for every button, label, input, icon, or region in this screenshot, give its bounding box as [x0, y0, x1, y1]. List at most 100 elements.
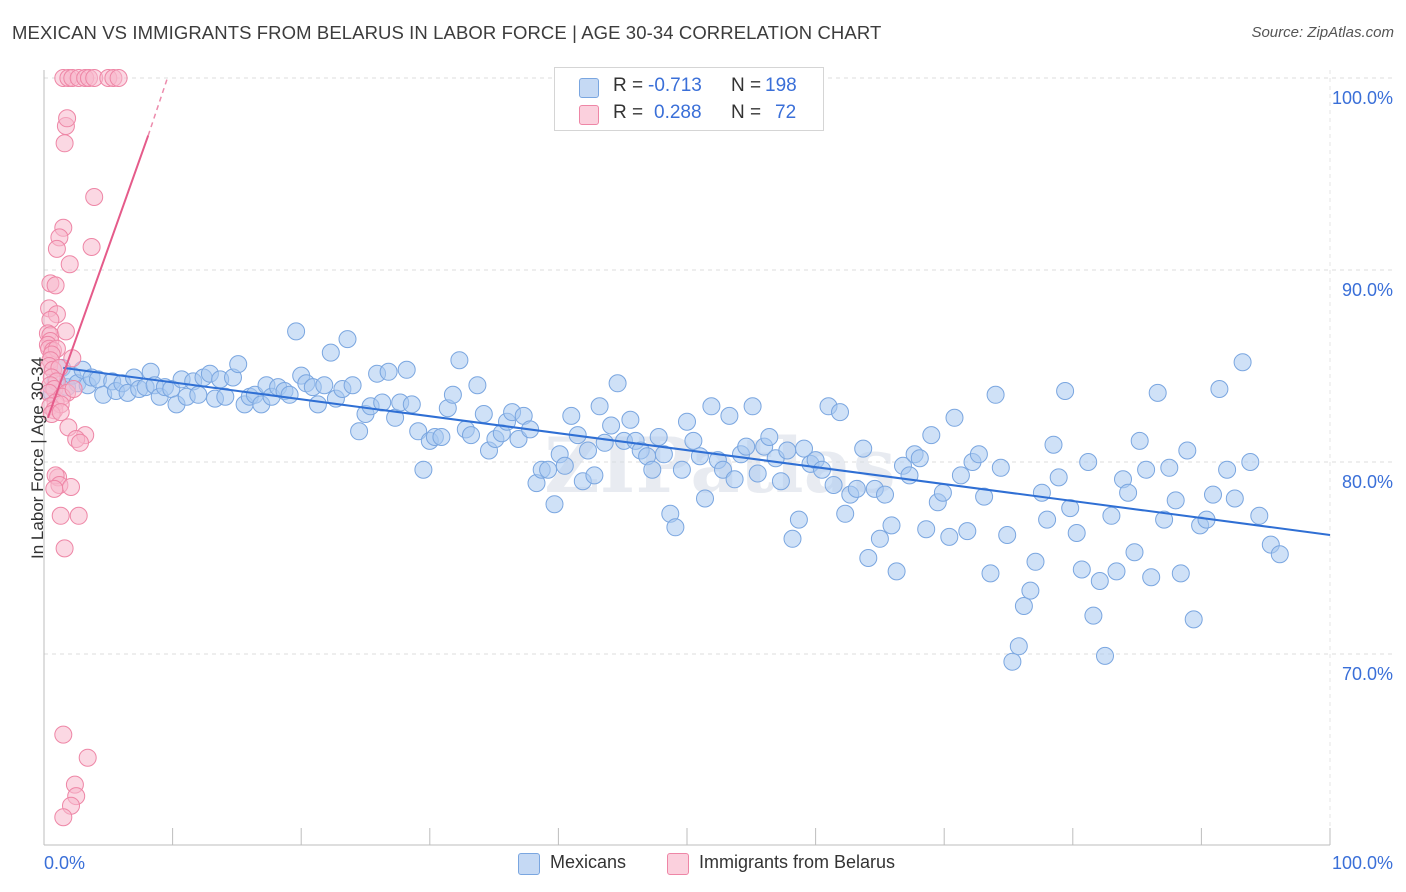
point-mexicans [1003, 652, 1022, 671]
point-mexicans [945, 408, 964, 427]
point-mexicans [998, 526, 1017, 544]
y-axis-label: In Labor Force | Age 30-34 [28, 357, 47, 559]
legend-label: Mexicans [550, 852, 627, 872]
point-belarus [55, 134, 74, 153]
point-mexicans [975, 487, 994, 506]
trendline-mexicans [63, 366, 1331, 536]
point-mexicans [414, 460, 433, 479]
point-mexicans [1137, 460, 1156, 479]
stats-n-value: 72 [775, 102, 797, 123]
point-belarus [82, 238, 101, 256]
point-mexicans [969, 445, 988, 464]
point-mexicans [1119, 483, 1138, 502]
point-mexicans [789, 510, 808, 529]
stats-r-label: R = [613, 75, 644, 96]
point-mexicans [783, 529, 802, 548]
point-mexicans [1171, 564, 1190, 583]
legend-swatch-belarus [667, 853, 689, 875]
point-belarus [55, 539, 74, 558]
point-mexicans [836, 504, 855, 523]
point-mexicans [870, 529, 889, 548]
point-mexicans [308, 395, 327, 414]
point-mexicans [859, 549, 878, 567]
point-mexicans [1026, 552, 1045, 571]
point-mexicans [831, 403, 849, 422]
point-mexicans [468, 376, 487, 395]
point-mexicans [824, 476, 843, 494]
point-belarus [62, 478, 80, 496]
point-mexicans [933, 483, 952, 502]
point-mexicans [1178, 441, 1197, 460]
point-mexicans [1148, 383, 1167, 402]
point-mexicans [1009, 637, 1028, 656]
point-mexicans [1049, 468, 1068, 487]
point-mexicans [672, 460, 691, 479]
point-mexicans [585, 466, 604, 485]
point-belarus [46, 276, 65, 295]
point-mexicans [287, 322, 306, 341]
x-tick-label-max: 100.0% [1332, 853, 1393, 873]
point-mexicans [1166, 491, 1185, 510]
point-mexicans [910, 449, 929, 468]
trendline-belarus-extension [147, 77, 169, 136]
source-credit: Source: ZipAtlas.com [1251, 24, 1394, 41]
point-mexicans [958, 522, 977, 541]
chart-title: MEXICAN VS IMMIGRANTS FROM BELARUS IN LA… [12, 22, 882, 43]
point-mexicans [847, 479, 866, 498]
point-mexicans [562, 406, 581, 425]
point-mexicans [951, 466, 970, 485]
point-belarus [85, 188, 104, 206]
point-mexicans [343, 376, 362, 395]
stats-r-value: -0.713 [648, 75, 702, 96]
point-mexicans [1079, 453, 1098, 471]
point-mexicans [986, 385, 1005, 404]
point-belarus [51, 506, 70, 525]
point-belarus [56, 322, 75, 341]
point-belarus [51, 403, 70, 422]
point-mexicans [350, 422, 369, 441]
point-mexicans [981, 564, 1000, 583]
point-belarus [71, 433, 89, 452]
y-tick-label: 80.0% [1342, 472, 1393, 492]
point-mexicans [545, 495, 564, 514]
point-mexicans [1061, 499, 1080, 518]
point-mexicans [714, 460, 732, 479]
stats-box: R = -0.713 N = 198 R = 0.288 N = 72 [554, 67, 824, 131]
point-mexicans [649, 428, 668, 446]
point-belarus [78, 748, 97, 767]
point-mexicans [402, 395, 421, 414]
point-mexicans [602, 416, 621, 435]
point-belarus [60, 255, 79, 274]
point-mexicans [1233, 353, 1252, 372]
point-mexicans [280, 385, 299, 404]
point-mexicans [748, 464, 767, 483]
point-mexicans [338, 330, 357, 349]
point-mexicans [760, 428, 779, 446]
point-mexicans [1067, 524, 1086, 542]
point-mexicans [1084, 606, 1103, 625]
y-tick-label: 70.0% [1342, 664, 1393, 684]
point-mexicans [917, 520, 936, 539]
point-mexicans [1184, 610, 1203, 629]
point-mexicans [189, 385, 208, 404]
point-mexicans [1044, 435, 1063, 454]
point-mexicans [539, 460, 558, 479]
point-mexicans [462, 426, 480, 445]
point-mexicans [373, 393, 392, 412]
stats-swatch-mexicans [579, 78, 599, 98]
point-mexicans [900, 466, 919, 485]
point-mexicans [991, 458, 1010, 477]
x-tick-label-min: 0.0% [44, 853, 85, 873]
point-mexicans [450, 351, 469, 370]
point-mexicans [876, 485, 894, 504]
point-belarus [69, 506, 88, 525]
point-mexicans [315, 376, 334, 395]
point-mexicans [854, 439, 873, 458]
stats-swatch-belarus [579, 105, 599, 125]
axes [43, 70, 1331, 846]
point-mexicans [1125, 543, 1144, 562]
series-belarus-points [38, 69, 128, 827]
point-belarus [54, 808, 73, 827]
point-mexicans [702, 397, 721, 416]
